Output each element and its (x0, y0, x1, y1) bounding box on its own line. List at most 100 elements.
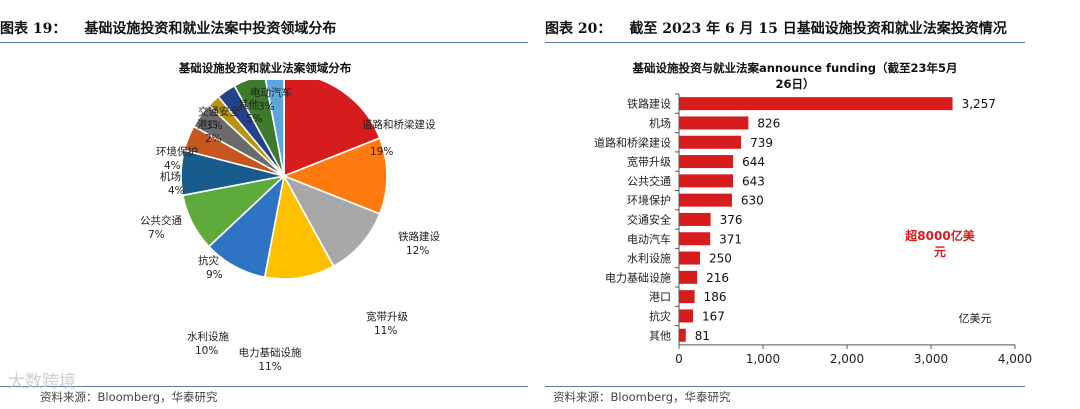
pie-slice-2 (281, 137, 388, 215)
pie-slice-percent-label: 4% (168, 185, 185, 197)
pie-slice-percent-label: 5% (246, 113, 263, 125)
bar-annotation-line1: 超8000亿美 (904, 228, 975, 243)
bar-value-label: 826 (757, 116, 780, 130)
bar-category-label: 水利设施 (627, 252, 671, 265)
pie-slice-name-label: 铁路建设 (398, 230, 440, 243)
right-figure-header: 图表 20： 截至 2023 年 6 月 15 日基础设施投资和就业法案投资情况 (545, 18, 1007, 38)
bar-value-label: 3,257 (962, 97, 996, 111)
bar-chart-title-line2: 26日） (775, 77, 815, 91)
bar-value-label: 376 (720, 213, 743, 227)
bar-5 (679, 174, 734, 188)
left-source-note: 资料来源：Bloomberg，华泰研究 (40, 390, 218, 404)
bar-category-label: 机场 (649, 116, 671, 130)
pie-slice-percent-label: 19% (370, 146, 393, 158)
bar-10 (679, 270, 698, 284)
bar-2 (679, 116, 749, 130)
pie-slice-name-label: 机场 (160, 170, 181, 183)
pie-slice-name-label: 公共交通 (140, 214, 182, 227)
bar-category-label: 抗灾 (649, 309, 671, 323)
bar-category-label: 道路和桥梁建设 (594, 135, 671, 149)
unit-label: 亿美元 (959, 312, 992, 325)
left-figure-title: 基础设施投资和就业法案中投资领域分布 (84, 21, 337, 37)
bar-value-label: 186 (704, 290, 727, 304)
pie-slice-1 (283, 80, 381, 178)
bar-value-label: 644 (742, 155, 765, 169)
left-figure-header: 图表 19： 基础设施投资和就业法案中投资领域分布 (0, 18, 336, 38)
bar-value-label: 216 (706, 271, 729, 285)
pie-slice-percent-label: 9% (206, 269, 223, 281)
right-figure-title: 截至 2023 年 6 月 15 日基础设施投资和就业法案投资情况 (629, 21, 1007, 37)
bar-category-label: 交通安全 (627, 212, 671, 226)
bar-category-label: 宽带升级 (627, 155, 671, 169)
bar-category-label: 环境保护 (627, 193, 671, 207)
bar-value-label: 739 (750, 136, 773, 150)
pie-slice-percent-label: 7% (148, 229, 165, 241)
watermark-text: 大数跨境 (8, 372, 76, 392)
pie-slice-percent-label: 11% (374, 325, 397, 337)
pie-slice-name-label: 环境保护 (156, 145, 198, 158)
bar-13 (679, 328, 686, 342)
pie-slice-percent-label: 10% (195, 345, 218, 357)
right-footer-rule (545, 386, 1025, 387)
bar-category-label: 其他 (649, 329, 671, 342)
bar-chart: 铁路建设 3,257 机场 826 道路和桥梁建设 739 宽带升级 644 公共交通 643 环境… (594, 93, 1032, 366)
x-tick-label: 4,000 (998, 352, 1032, 366)
bar-chart-title-line1: 基础设施投资与就业法案announce funding（截至23年5月 (632, 61, 958, 75)
pie-chart: 道路和桥梁建设 19% 铁路建设 12% 宽带升级 11% 电力基础设施 11% 水利设施 10%… (140, 80, 440, 373)
right-source-note: 资料来源：Bloomberg，华泰研究 (553, 390, 731, 404)
bar-category-label: 港口 (649, 291, 671, 304)
x-tick-label: 0 (675, 352, 683, 366)
bar-value-label: 250 (709, 252, 732, 266)
bar-value-label: 167 (702, 309, 725, 323)
left-figure-label: 图表 19： (0, 21, 67, 37)
pie-slice-13 (264, 80, 285, 177)
bar-annotation-line2: 元 (934, 245, 946, 259)
left-header-rule (0, 42, 528, 43)
x-tick-label: 1,000 (746, 352, 780, 366)
bar-1 (679, 97, 953, 111)
right-figure-panel: 图表 20： 截至 2023 年 6 月 15 日基础设施投资和就业法案投资情况 … (545, 0, 1080, 409)
bar-7 (679, 212, 711, 226)
pie-slice-12 (233, 80, 285, 177)
bar-value-label: 81 (695, 329, 710, 343)
bar-value-label: 643 (742, 174, 765, 188)
bar-category-label: 公共交通 (627, 174, 671, 188)
left-figure-panel: 图表 19： 基础设施投资和就业法案中投资领域分布 基础设施投资和就业法案领域分布… (0, 0, 530, 409)
bar-11 (679, 290, 695, 304)
bar-category-label: 铁路建设 (627, 97, 671, 111)
pie-slice-name-label: 交通安全 (198, 105, 240, 118)
pie-slice-name-label: 港口 (197, 119, 218, 131)
pie-slice-3 (282, 174, 381, 268)
pie-slice-percent-label: 3% (258, 101, 275, 113)
pie-slice-name-label: 其他 (238, 98, 259, 111)
left-footer-rule (0, 386, 528, 387)
pie-slice-name-label: 电动汽车 (250, 86, 292, 99)
pie-slice-name-label: 抗灾 (198, 254, 219, 267)
bar-3 (679, 135, 742, 149)
bar-6 (679, 193, 732, 207)
bar-12 (679, 309, 694, 323)
right-figure-label: 图表 20： (545, 21, 612, 37)
pie-slice-4 (263, 173, 335, 280)
pie-slice-percent-label: 2% (205, 133, 222, 145)
bar-4 (679, 155, 734, 169)
pie-slice-percent-label: 12% (406, 245, 429, 257)
bar-chart-title: 基础设施投资与就业法案announce funding（截至23年5月 26日） (585, 60, 1005, 92)
pie-slice-name-label: 水利设施 (187, 330, 229, 343)
bar-9 (679, 251, 700, 265)
bar-category-label: 电动汽车 (627, 232, 671, 246)
pie-slice-name-label: 宽带升级 (366, 310, 408, 323)
pie-slice-name-label: 道路和桥梁建设 (362, 118, 436, 131)
pie-slice-percent-label: 3% (206, 120, 223, 132)
pie-chart-title: 基础设施投资和就业法案领域分布 (178, 61, 352, 75)
pie-slice-percent-label: 4% (164, 160, 181, 172)
bar-value-label: 630 (741, 194, 764, 208)
pie-slice-percent-label: 11% (258, 361, 281, 373)
right-header-rule (545, 42, 1025, 43)
pie-slice-name-label: 电力基础设施 (239, 346, 302, 359)
x-tick-label: 3,000 (914, 352, 948, 366)
bar-value-label: 371 (719, 232, 742, 246)
bar-8 (679, 232, 711, 246)
x-tick-label: 2,000 (830, 352, 864, 366)
bar-category-label: 电力基础设施 (605, 271, 671, 284)
